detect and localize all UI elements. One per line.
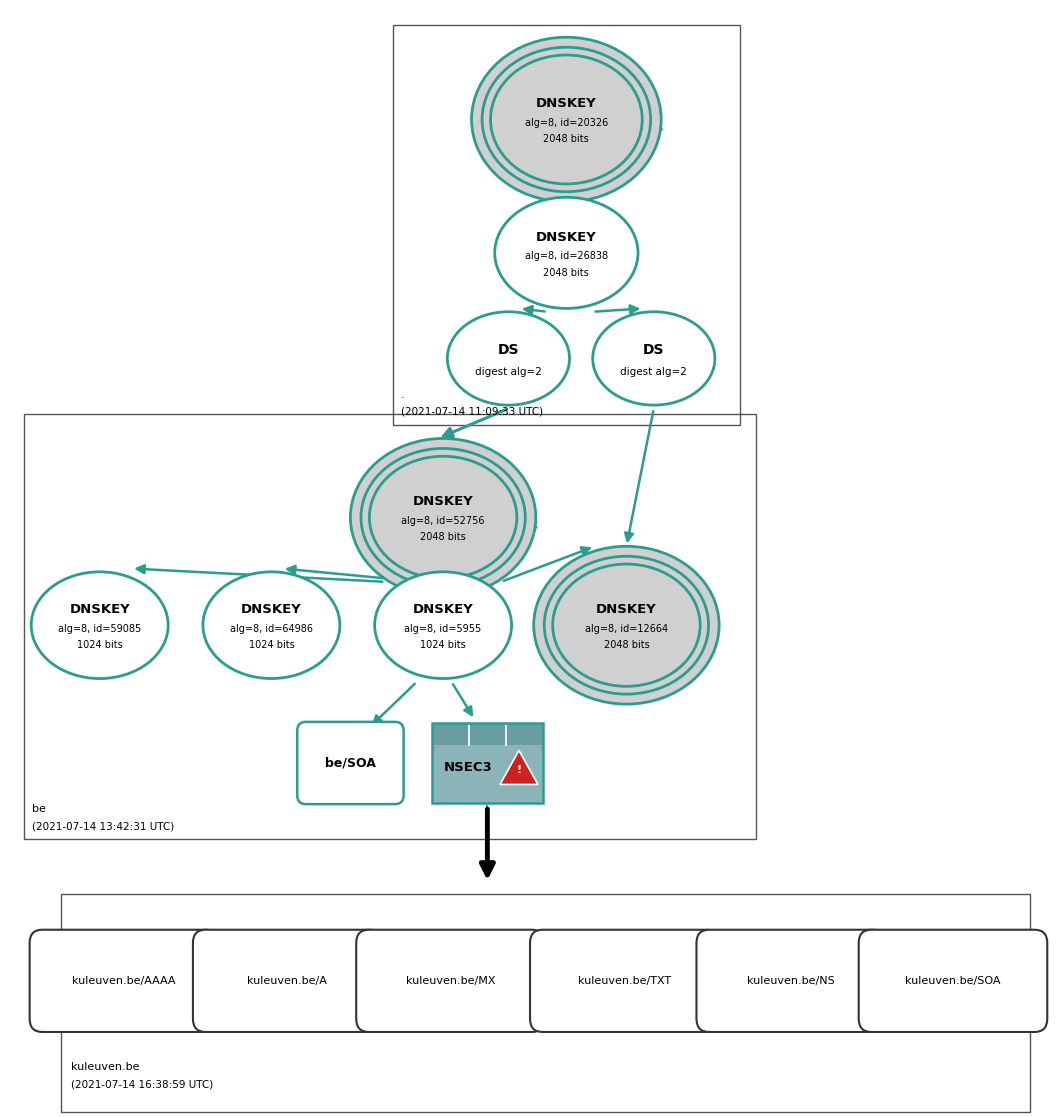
Text: 1024 bits: 1024 bits bbox=[420, 640, 466, 650]
Text: alg=8, id=20326: alg=8, id=20326 bbox=[525, 117, 608, 127]
Text: DS: DS bbox=[498, 343, 519, 356]
Text: DNSKEY: DNSKEY bbox=[596, 603, 657, 617]
Text: kuleuven.be/SOA: kuleuven.be/SOA bbox=[905, 976, 1001, 986]
Ellipse shape bbox=[495, 198, 638, 308]
Polygon shape bbox=[500, 751, 538, 784]
Text: digest alg=2: digest alg=2 bbox=[621, 366, 687, 376]
Text: (2021-07-14 16:38:59 UTC): (2021-07-14 16:38:59 UTC) bbox=[71, 1080, 214, 1090]
Ellipse shape bbox=[482, 47, 650, 192]
Text: kuleuven.be/NS: kuleuven.be/NS bbox=[747, 976, 834, 986]
Text: be: be bbox=[32, 804, 47, 814]
FancyBboxPatch shape bbox=[356, 929, 544, 1032]
Text: kuleuven.be/MX: kuleuven.be/MX bbox=[406, 976, 496, 986]
Ellipse shape bbox=[471, 37, 661, 202]
Text: 1024 bits: 1024 bits bbox=[249, 640, 294, 650]
FancyBboxPatch shape bbox=[530, 929, 719, 1032]
Ellipse shape bbox=[31, 572, 168, 678]
Text: NSEC3: NSEC3 bbox=[444, 761, 492, 774]
FancyBboxPatch shape bbox=[859, 929, 1047, 1032]
Text: alg=8, id=12664: alg=8, id=12664 bbox=[585, 623, 668, 633]
Text: DS: DS bbox=[643, 343, 665, 356]
FancyBboxPatch shape bbox=[193, 929, 381, 1032]
Text: !: ! bbox=[517, 765, 521, 775]
FancyBboxPatch shape bbox=[432, 723, 542, 745]
Text: kuleuven.be/TXT: kuleuven.be/TXT bbox=[578, 976, 670, 986]
Text: 2048 bits: 2048 bits bbox=[604, 640, 649, 650]
Ellipse shape bbox=[553, 564, 700, 686]
Ellipse shape bbox=[351, 439, 536, 596]
FancyBboxPatch shape bbox=[298, 722, 403, 804]
Text: DNSKEY: DNSKEY bbox=[536, 97, 596, 111]
Text: be/SOA: be/SOA bbox=[325, 756, 376, 770]
Ellipse shape bbox=[593, 312, 715, 405]
Text: digest alg=2: digest alg=2 bbox=[475, 366, 542, 376]
Text: alg=8, id=26838: alg=8, id=26838 bbox=[525, 251, 608, 261]
Text: DNSKEY: DNSKEY bbox=[69, 603, 130, 617]
Text: DNSKEY: DNSKEY bbox=[413, 495, 473, 508]
Text: 1024 bits: 1024 bits bbox=[77, 640, 123, 650]
Ellipse shape bbox=[203, 572, 340, 678]
Ellipse shape bbox=[544, 556, 708, 694]
FancyBboxPatch shape bbox=[697, 929, 885, 1032]
Text: DNSKEY: DNSKEY bbox=[413, 603, 473, 617]
Text: DNSKEY: DNSKEY bbox=[241, 603, 302, 617]
Text: alg=8, id=59085: alg=8, id=59085 bbox=[58, 623, 141, 633]
Ellipse shape bbox=[375, 572, 511, 678]
Text: kuleuven.be/A: kuleuven.be/A bbox=[247, 976, 327, 986]
Text: DNSKEY: DNSKEY bbox=[536, 231, 596, 244]
Text: 2048 bits: 2048 bits bbox=[420, 533, 466, 543]
Text: 2048 bits: 2048 bits bbox=[543, 134, 589, 144]
Text: (2021-07-14 13:42:31 UTC): (2021-07-14 13:42:31 UTC) bbox=[32, 822, 175, 832]
Ellipse shape bbox=[534, 546, 719, 704]
FancyBboxPatch shape bbox=[432, 723, 542, 803]
Ellipse shape bbox=[361, 448, 525, 586]
Text: kuleuven.be: kuleuven.be bbox=[71, 1062, 140, 1072]
Ellipse shape bbox=[447, 312, 570, 405]
Text: alg=8, id=64986: alg=8, id=64986 bbox=[230, 623, 312, 633]
Text: alg=8, id=5955: alg=8, id=5955 bbox=[405, 623, 482, 633]
Text: alg=8, id=52756: alg=8, id=52756 bbox=[401, 516, 485, 526]
Text: .: . bbox=[401, 390, 405, 400]
Text: (2021-07-14 11:09:33 UTC): (2021-07-14 11:09:33 UTC) bbox=[401, 407, 543, 417]
Text: 2048 bits: 2048 bits bbox=[543, 268, 589, 278]
FancyBboxPatch shape bbox=[30, 929, 218, 1032]
Ellipse shape bbox=[490, 55, 642, 184]
Text: kuleuven.be/AAAA: kuleuven.be/AAAA bbox=[72, 976, 176, 986]
Ellipse shape bbox=[370, 456, 517, 579]
